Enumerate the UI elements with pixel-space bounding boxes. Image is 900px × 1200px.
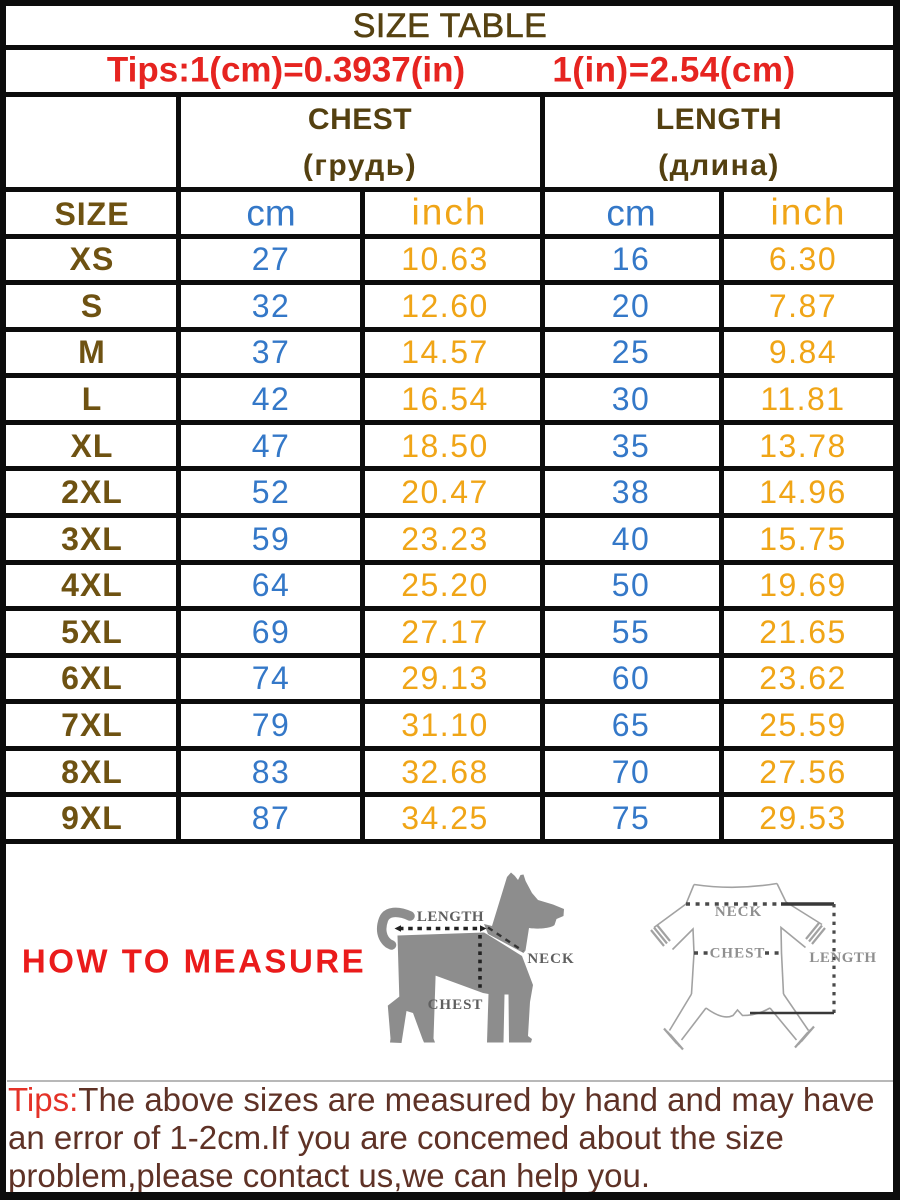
svg-text:LENGTH: LENGTH	[417, 909, 484, 925]
svg-text:CHEST: CHEST	[710, 946, 766, 962]
svg-text:CHEST: CHEST	[428, 997, 484, 1013]
svg-text:NECK: NECK	[715, 904, 762, 920]
svg-text:LENGTH: LENGTH	[809, 950, 876, 966]
svg-text:NECK: NECK	[527, 951, 574, 967]
